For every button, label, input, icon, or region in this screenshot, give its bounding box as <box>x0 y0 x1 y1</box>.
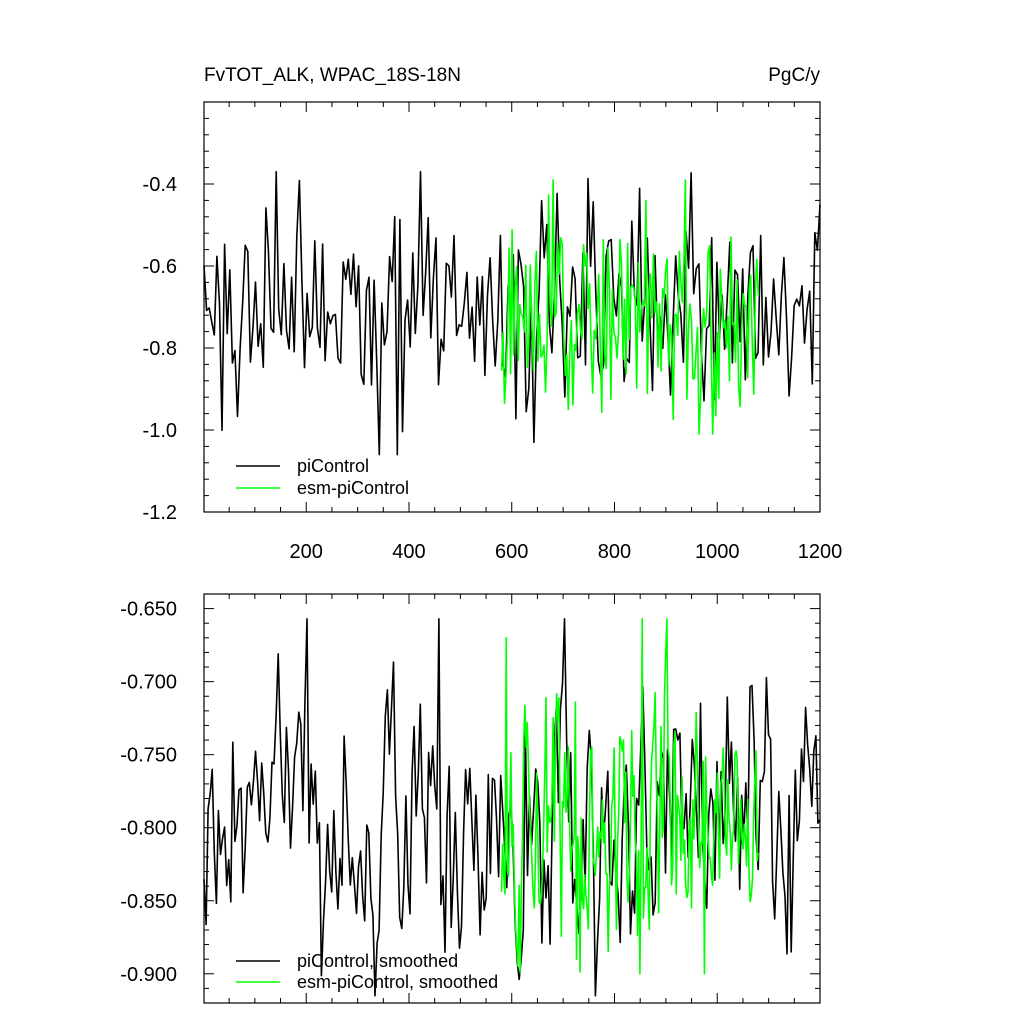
y-tick-label: -1.0 <box>143 420 177 442</box>
y-tick-label: -0.850 <box>120 891 177 913</box>
y-tick-label: -0.700 <box>120 672 177 694</box>
legend-label: piControl <box>297 456 369 476</box>
top-panel: 200 400 600 800 1000 1200 -1.2 -1.0 -0.8 -0.6 -0.4… <box>143 101 843 563</box>
legend-label: esm-piControl, smoothed <box>297 972 498 992</box>
y-tick-label: -1.2 <box>143 502 177 524</box>
bottom-panel: -0.900 -0.850 -0.800 -0.750 -0.700 -0.650 piCo… <box>120 593 821 1004</box>
chart-title: FvTOT_ALK, WPAC_18S-18N <box>204 65 461 86</box>
legend-label: esm-piControl <box>297 478 409 498</box>
series-line-esm-picontrol <box>500 617 760 975</box>
series-line-esm-picontrol <box>500 179 760 435</box>
y-tick-label: -0.4 <box>143 174 177 196</box>
y-tick-label: -0.8 <box>143 338 177 360</box>
x-tick-label: 600 <box>495 541 528 563</box>
x-tick-label: 400 <box>392 541 425 563</box>
y-tick-label: -0.800 <box>120 818 177 840</box>
chart-units: PgC/y <box>768 65 820 86</box>
x-tick-label: 200 <box>290 541 323 563</box>
x-tick-label: 800 <box>598 541 631 563</box>
x-tick-label: 1200 <box>798 541 843 563</box>
y-tick-label: -0.900 <box>120 964 177 986</box>
x-tick-label: 1000 <box>695 541 740 563</box>
y-tick-label: -0.650 <box>120 599 177 621</box>
legend-label: piControl, smoothed <box>297 951 458 971</box>
y-tick-label: -0.750 <box>120 745 177 767</box>
y-tick-label: -0.6 <box>143 256 177 278</box>
